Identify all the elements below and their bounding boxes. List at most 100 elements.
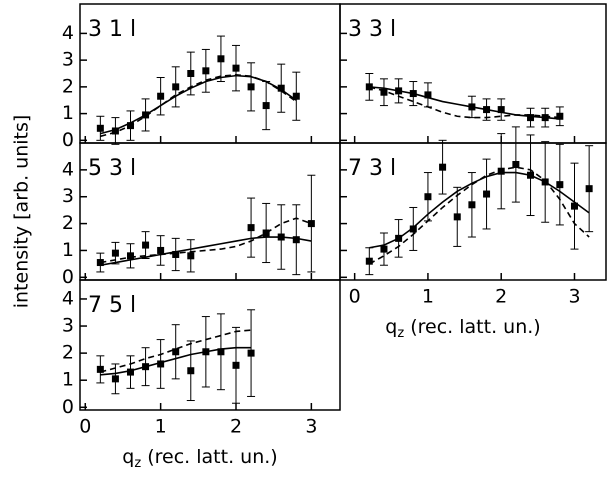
- x-tick-label: 3: [305, 416, 317, 438]
- data-point: [365, 83, 373, 91]
- data-point: [453, 213, 461, 221]
- data-point: [468, 201, 476, 209]
- data-point: [126, 368, 134, 376]
- panel-title: 5 3 l: [88, 156, 136, 181]
- y-tick-label: 4: [62, 287, 74, 309]
- data-point: [277, 84, 285, 92]
- y-tick-label: 3: [62, 315, 74, 337]
- data-point: [409, 225, 417, 233]
- data-point: [395, 234, 403, 242]
- data-point: [527, 171, 535, 179]
- panel-title: 7 5 l: [88, 293, 136, 318]
- data-point: [307, 220, 315, 228]
- data-point: [111, 249, 119, 257]
- y-tick-label: 1: [62, 102, 74, 124]
- fit-curve-dashed: [100, 329, 252, 373]
- data-point: [262, 102, 270, 110]
- data-point: [172, 348, 180, 356]
- y-tick-label: 4: [62, 158, 74, 180]
- data-point: [585, 185, 593, 193]
- x-tick-label: 3: [568, 286, 580, 308]
- x-axis-label-main: q: [122, 446, 134, 468]
- data-point: [497, 106, 505, 114]
- data-point: [172, 250, 180, 258]
- data-point: [142, 363, 150, 371]
- x-axis-label-rest: (rec. latt. un.): [141, 446, 278, 468]
- data-point: [380, 88, 388, 96]
- x-axis-label-sub: z: [134, 456, 141, 471]
- data-point: [142, 111, 150, 119]
- data-point: [157, 360, 165, 368]
- data-point: [527, 114, 535, 122]
- data-point: [157, 246, 165, 254]
- y-tick-label: 2: [62, 212, 74, 234]
- panel-frame: [79, 279, 341, 411]
- y-tick-label: 3: [62, 185, 74, 207]
- data-point: [96, 124, 104, 132]
- data-point: [126, 122, 134, 130]
- fit-curve: [100, 236, 312, 267]
- y-tick-label: 1: [62, 369, 74, 391]
- x-axis-label: qz (rec. latt. un.): [122, 446, 277, 471]
- fit-curve-dashed: [100, 217, 312, 264]
- data-point: [217, 55, 225, 63]
- panel-title: 3 1 l: [88, 17, 136, 42]
- data-point: [187, 70, 195, 77]
- data-point: [292, 236, 300, 244]
- panel-title: 3 3 l: [348, 17, 396, 42]
- data-point: [483, 106, 491, 114]
- data-point: [202, 348, 210, 356]
- y-tick-label: 2: [62, 75, 74, 97]
- y-tick-label: 2: [62, 342, 74, 364]
- data-point: [111, 127, 119, 135]
- x-axis-label: qz (rec. latt. un.): [385, 316, 540, 341]
- x-tick-label: 2: [230, 416, 242, 438]
- data-point: [512, 160, 520, 168]
- data-point: [142, 241, 150, 249]
- data-point: [497, 167, 505, 175]
- data-point: [247, 224, 255, 232]
- data-point: [380, 245, 388, 253]
- panel-frame: [339, 142, 607, 281]
- data-point: [247, 349, 255, 357]
- data-point: [232, 361, 240, 369]
- data-point: [111, 375, 119, 383]
- x-axis-label-rest: (rec. latt. un.): [404, 316, 541, 338]
- x-tick-label: 1: [155, 416, 167, 438]
- fit-curve: [369, 171, 590, 249]
- data-point: [365, 257, 373, 265]
- data-point: [157, 92, 165, 100]
- data-point: [541, 178, 549, 186]
- x-tick-label: 0: [79, 416, 91, 438]
- data-point: [439, 163, 447, 171]
- y-tick-label: 0: [62, 129, 74, 151]
- y-axis-label: intensity [arb. units]: [11, 115, 33, 309]
- y-tick-label: 0: [62, 266, 74, 288]
- data-point: [483, 190, 491, 198]
- fit-curve: [100, 74, 297, 135]
- x-axis-label-main: q: [385, 316, 397, 338]
- data-point: [96, 365, 104, 373]
- data-point: [172, 83, 180, 91]
- y-tick-label: 1: [62, 239, 74, 261]
- data-point: [570, 202, 578, 210]
- data-point: [262, 229, 270, 237]
- data-point: [232, 64, 240, 72]
- x-axis-label-sub: z: [397, 326, 404, 341]
- data-point: [202, 67, 210, 75]
- data-point: [424, 193, 432, 201]
- x-tick-label: 2: [495, 286, 507, 308]
- y-tick-label: 4: [62, 22, 74, 44]
- data-point: [424, 91, 432, 99]
- data-point: [247, 83, 255, 91]
- data-point: [395, 87, 403, 95]
- data-point: [556, 181, 564, 189]
- data-point: [409, 90, 417, 98]
- panel-title: 7 3 l: [348, 156, 396, 181]
- data-point: [468, 103, 476, 111]
- data-point: [292, 92, 300, 100]
- x-tick-label: 0: [349, 286, 361, 308]
- data-point: [96, 259, 104, 267]
- x-tick-label: 1: [422, 286, 434, 308]
